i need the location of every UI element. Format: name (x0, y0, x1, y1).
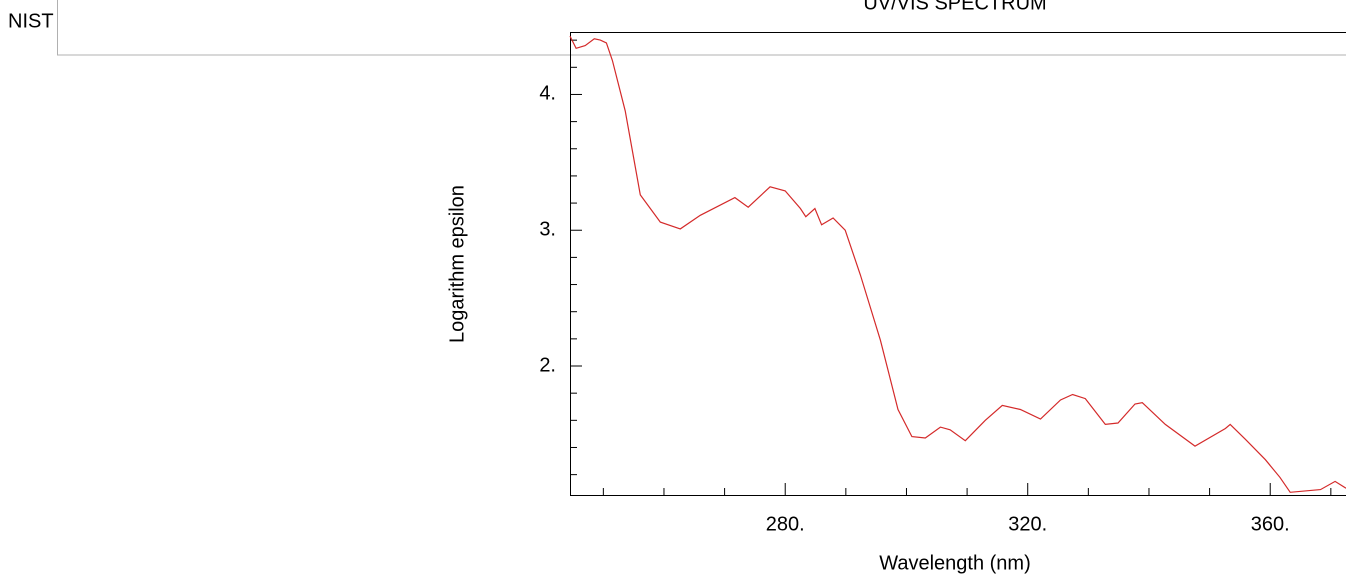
source-label: NIST (8, 10, 54, 32)
y-axis-label: Logarithm epsilon (446, 185, 468, 343)
chart-title: UV/VIS SPECTRUM (863, 0, 1046, 14)
x-tick-label: 360. (1251, 513, 1290, 535)
y-tick-label: 2. (539, 354, 556, 376)
spectrum-line (569, 35, 1346, 493)
overlay-box (57, 0, 1346, 56)
x-tick-label: 280. (766, 513, 805, 535)
y-tick-label: 3. (539, 219, 556, 241)
x-tick-label: 320. (1008, 513, 1047, 535)
x-axis-label: Wavelength (nm) (879, 552, 1031, 574)
y-tick-label: 4. (539, 83, 556, 105)
